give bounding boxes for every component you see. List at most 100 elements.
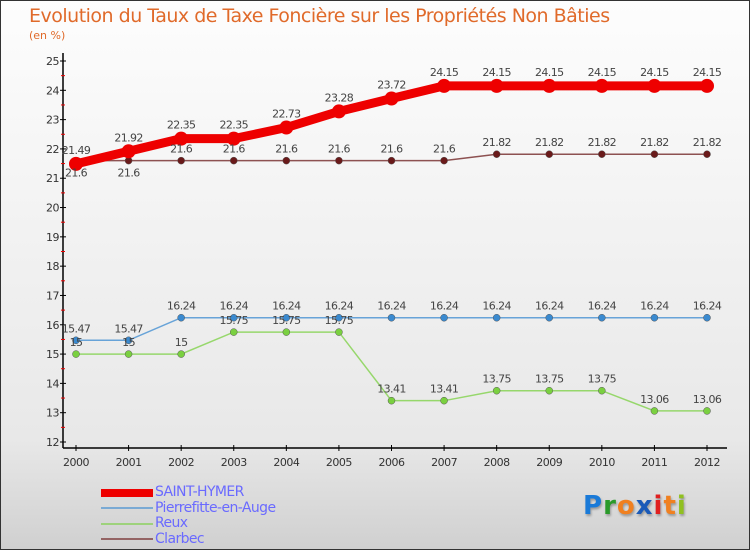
data-point — [230, 156, 238, 165]
data-label: 15 — [70, 336, 83, 349]
legend-item: SAINT-HYMER — [101, 485, 275, 501]
data-point — [700, 78, 714, 93]
y-tick-label: 18 — [46, 260, 59, 273]
y-tick-label: 16 — [46, 319, 59, 332]
data-point — [72, 336, 80, 345]
x-tick-label: 2011 — [641, 456, 667, 469]
data-label: 13.41 — [377, 383, 406, 396]
data-label: 15.47 — [62, 322, 91, 335]
data-label: 15 — [175, 336, 188, 349]
x-tick-label: 2001 — [116, 456, 142, 469]
data-point — [335, 328, 343, 336]
data-label: 22.35 — [220, 119, 249, 132]
data-point — [335, 156, 343, 165]
data-label: 16.24 — [693, 300, 722, 313]
data-point — [177, 156, 185, 165]
data-point — [124, 350, 133, 358]
y-tick-label: 19 — [46, 231, 59, 244]
data-label: 21.6 — [118, 167, 141, 180]
x-tick-label: 2010 — [589, 456, 615, 469]
data-label: 24.15 — [588, 66, 617, 79]
data-point — [598, 386, 606, 395]
data-point — [650, 313, 659, 322]
logo-letter: x — [635, 491, 654, 521]
legend-swatch — [101, 538, 153, 541]
logo-letter: i — [653, 491, 664, 521]
data-point — [703, 407, 711, 415]
data-label: 21.6 — [170, 143, 193, 156]
legend-swatch — [101, 488, 153, 497]
data-point — [492, 313, 501, 322]
data-label: 16.24 — [430, 300, 459, 313]
data-point — [72, 350, 80, 358]
x-tick-label: 2007 — [431, 456, 457, 469]
data-point — [177, 350, 185, 358]
data-label: 24.15 — [640, 66, 669, 79]
legend-label: SAINT-HYMER — [155, 484, 244, 501]
data-label: 21.6 — [433, 143, 456, 156]
legend-swatch — [101, 522, 153, 525]
data-point — [440, 156, 448, 165]
data-label: 13.75 — [482, 373, 511, 386]
y-axis-unit: (en %) — [29, 29, 66, 42]
data-label: 21.6 — [328, 143, 351, 156]
data-point — [177, 313, 185, 322]
data-label: 15.75 — [220, 314, 249, 327]
legend-item: Reux — [101, 516, 275, 532]
data-point — [282, 313, 291, 322]
chart-title: Evolution du Taux de Taxe Foncière sur l… — [29, 5, 610, 27]
data-point — [387, 313, 396, 322]
y-tick-label: 15 — [46, 348, 59, 361]
legend-label: Clarbec — [155, 530, 205, 547]
data-point — [230, 313, 238, 322]
data-label: 16.24 — [325, 300, 354, 313]
data-label: 16.24 — [482, 300, 511, 313]
data-point — [121, 144, 136, 159]
data-point — [703, 313, 711, 322]
data-point — [174, 131, 189, 146]
data-point — [440, 396, 448, 405]
data-point — [226, 131, 241, 146]
data-label: 24.15 — [482, 66, 511, 79]
data-label: 22.35 — [167, 119, 196, 132]
data-point — [282, 328, 291, 336]
logo-letter: i — [676, 491, 687, 521]
y-tick-label: 14 — [46, 377, 59, 390]
legend-label: Pierrefitte-en-Auge — [155, 499, 276, 516]
data-point — [545, 313, 553, 322]
data-label: 16.24 — [588, 300, 617, 313]
data-label: 21.6 — [380, 143, 403, 156]
legend-label: Reux — [155, 515, 188, 532]
logo-letter: r — [603, 491, 617, 521]
data-point — [703, 150, 711, 158]
x-tick-label: 2005 — [326, 456, 352, 469]
data-label: 21.82 — [535, 136, 564, 149]
y-tick-label: 13 — [46, 407, 59, 420]
data-label: 21.82 — [693, 136, 722, 149]
data-label: 13.75 — [535, 373, 564, 386]
data-label: 24.15 — [430, 66, 459, 79]
x-tick-label: 2009 — [536, 456, 562, 469]
data-point — [440, 313, 448, 322]
data-label: 22.73 — [272, 108, 301, 121]
data-label: 21.6 — [223, 143, 246, 156]
data-point — [279, 120, 294, 135]
logo-letter: t — [663, 491, 677, 521]
data-label: 21.6 — [65, 167, 88, 180]
data-point — [387, 396, 396, 405]
legend-item: Pierrefitte-en-Auge — [101, 499, 276, 517]
data-label: 21.6 — [275, 143, 298, 156]
data-label: 16.24 — [640, 300, 669, 313]
data-point — [489, 78, 504, 93]
y-tick-label: 20 — [46, 202, 59, 215]
data-point — [69, 156, 83, 171]
data-label: 21.82 — [640, 136, 669, 149]
data-label: 13.75 — [588, 373, 617, 386]
data-label: 21.82 — [588, 136, 617, 149]
data-label: 23.72 — [377, 79, 406, 92]
x-tick-label: 2008 — [484, 456, 510, 469]
data-label: 15 — [122, 336, 135, 349]
data-label: 16.24 — [272, 300, 301, 313]
